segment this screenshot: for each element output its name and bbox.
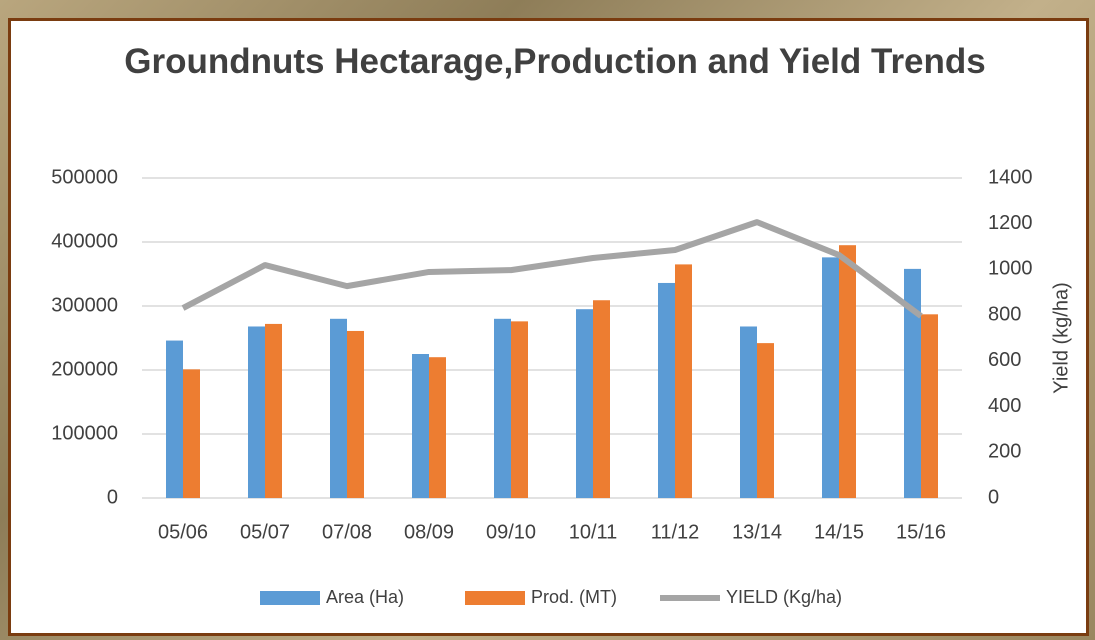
y2-tick-label: 1000 xyxy=(988,258,1033,280)
x-tick-label: 13/14 xyxy=(732,521,782,543)
bar xyxy=(429,357,446,498)
bar xyxy=(658,282,675,498)
legend-swatch xyxy=(465,591,525,605)
bar xyxy=(839,245,856,498)
y-tick-label: 200000 xyxy=(51,358,118,380)
bar xyxy=(511,321,528,498)
x-tick-label: 05/06 xyxy=(158,521,208,543)
y2-tick-label: 0 xyxy=(988,486,999,508)
bar xyxy=(265,323,282,498)
x-tick-label: 07/08 xyxy=(322,521,372,543)
x-tick-label: 09/10 xyxy=(486,521,536,543)
y-tick-label: 0 xyxy=(107,486,118,508)
x-tick-label: 15/16 xyxy=(896,521,946,543)
chart-title: Groundnuts Hectarage,Production and Yiel… xyxy=(124,42,986,81)
bar xyxy=(183,369,200,498)
legend-label: YIELD (Kg/ha) xyxy=(726,587,842,607)
bar xyxy=(740,326,757,498)
x-tick-label: 05/07 xyxy=(240,521,290,543)
line xyxy=(181,219,923,319)
legend-swatch xyxy=(260,591,320,605)
bar xyxy=(675,264,692,498)
bar xyxy=(576,309,593,498)
bar xyxy=(347,330,364,498)
x-tick-label: 10/11 xyxy=(569,521,618,543)
x-tick-label: 11/12 xyxy=(651,521,700,543)
y2-tick-label: 1400 xyxy=(988,166,1033,188)
y2-axis-label: Yield (kg/ha) xyxy=(1050,282,1072,394)
x-tick-label: 08/09 xyxy=(404,521,454,543)
bar xyxy=(757,343,774,498)
bar xyxy=(166,340,183,498)
y-tick-label: 400000 xyxy=(51,230,118,252)
bar xyxy=(494,318,511,498)
y2-tick-label: 1200 xyxy=(988,212,1033,234)
legend-label: Area (Ha) xyxy=(326,587,404,607)
bar xyxy=(593,300,610,498)
bar xyxy=(330,318,347,498)
y-tick-label: 100000 xyxy=(51,422,118,444)
y-tick-label: 500000 xyxy=(51,166,118,188)
bar xyxy=(248,326,265,498)
bar xyxy=(904,268,921,498)
bar xyxy=(412,354,429,498)
y-tick-label: 300000 xyxy=(51,294,118,316)
y2-tick-label: 600 xyxy=(988,349,1021,371)
x-tick-label: 14/15 xyxy=(814,521,864,543)
bar xyxy=(822,257,839,498)
bar xyxy=(921,314,938,498)
legend-label: Prod. (MT) xyxy=(531,587,617,607)
y2-tick-label: 800 xyxy=(988,303,1021,325)
y2-tick-label: 200 xyxy=(988,441,1021,463)
y2-tick-label: 400 xyxy=(988,395,1021,417)
